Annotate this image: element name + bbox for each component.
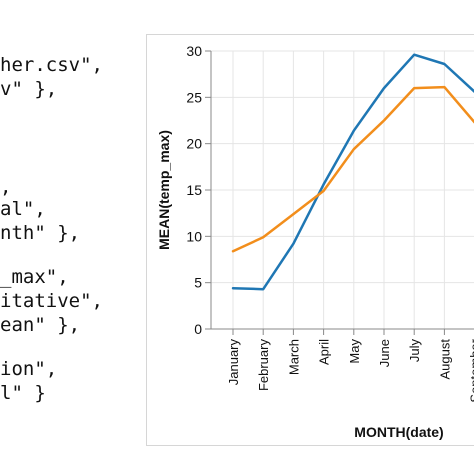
code-line: l" }	[0, 382, 46, 404]
label-layer: 0 5 10 15 20 25 30 January February March April May…	[156, 43, 474, 440]
y-tick-label: 20	[186, 136, 202, 152]
x-tick-label: July	[407, 339, 422, 363]
x-tick-label: June	[377, 339, 392, 367]
code-line: her.csv",	[0, 54, 103, 76]
y-tick-label: 0	[194, 321, 202, 337]
code-line: ,	[0, 176, 12, 198]
line-chart: 0 5 10 15 20 25 30 January February March April May…	[156, 43, 474, 440]
series-line-2	[231, 85, 474, 253]
y-tick-label: 30	[186, 43, 202, 59]
grid-layer	[211, 50, 474, 330]
y-tick-label: 10	[186, 228, 202, 244]
code-editor[interactable]: her.csv", v" }, , al", nth" }, _max", it…	[0, 0, 150, 474]
code-line: nth" },	[0, 222, 81, 244]
x-tick-label: March	[286, 339, 301, 375]
x-axis-title: MONTH(date)	[354, 424, 443, 440]
code-line: al",	[0, 198, 46, 220]
y-tick-label: 25	[186, 89, 202, 105]
x-tick-label: May	[347, 339, 362, 364]
axis-layer	[205, 50, 474, 335]
code-line: itative",	[0, 290, 103, 312]
y-axis-title: MEAN(temp_max)	[156, 130, 172, 250]
code-line: _max",	[0, 266, 69, 288]
x-tick-label: January	[226, 339, 241, 386]
x-tick-label: April	[317, 339, 332, 365]
code-line: v" },	[0, 78, 58, 100]
y-tick-label: 15	[186, 182, 202, 198]
x-tick-label: August	[437, 339, 452, 380]
y-tick-label: 5	[194, 275, 202, 291]
code-line: ean" },	[0, 314, 81, 336]
code-line: ion",	[0, 358, 58, 380]
series-line-1	[231, 53, 474, 291]
x-tick-label: February	[256, 339, 271, 392]
chart-panel: 0 5 10 15 20 25 30 January February March April May…	[146, 34, 474, 446]
series-layer	[231, 53, 474, 291]
x-tick-label: September	[468, 338, 474, 402]
